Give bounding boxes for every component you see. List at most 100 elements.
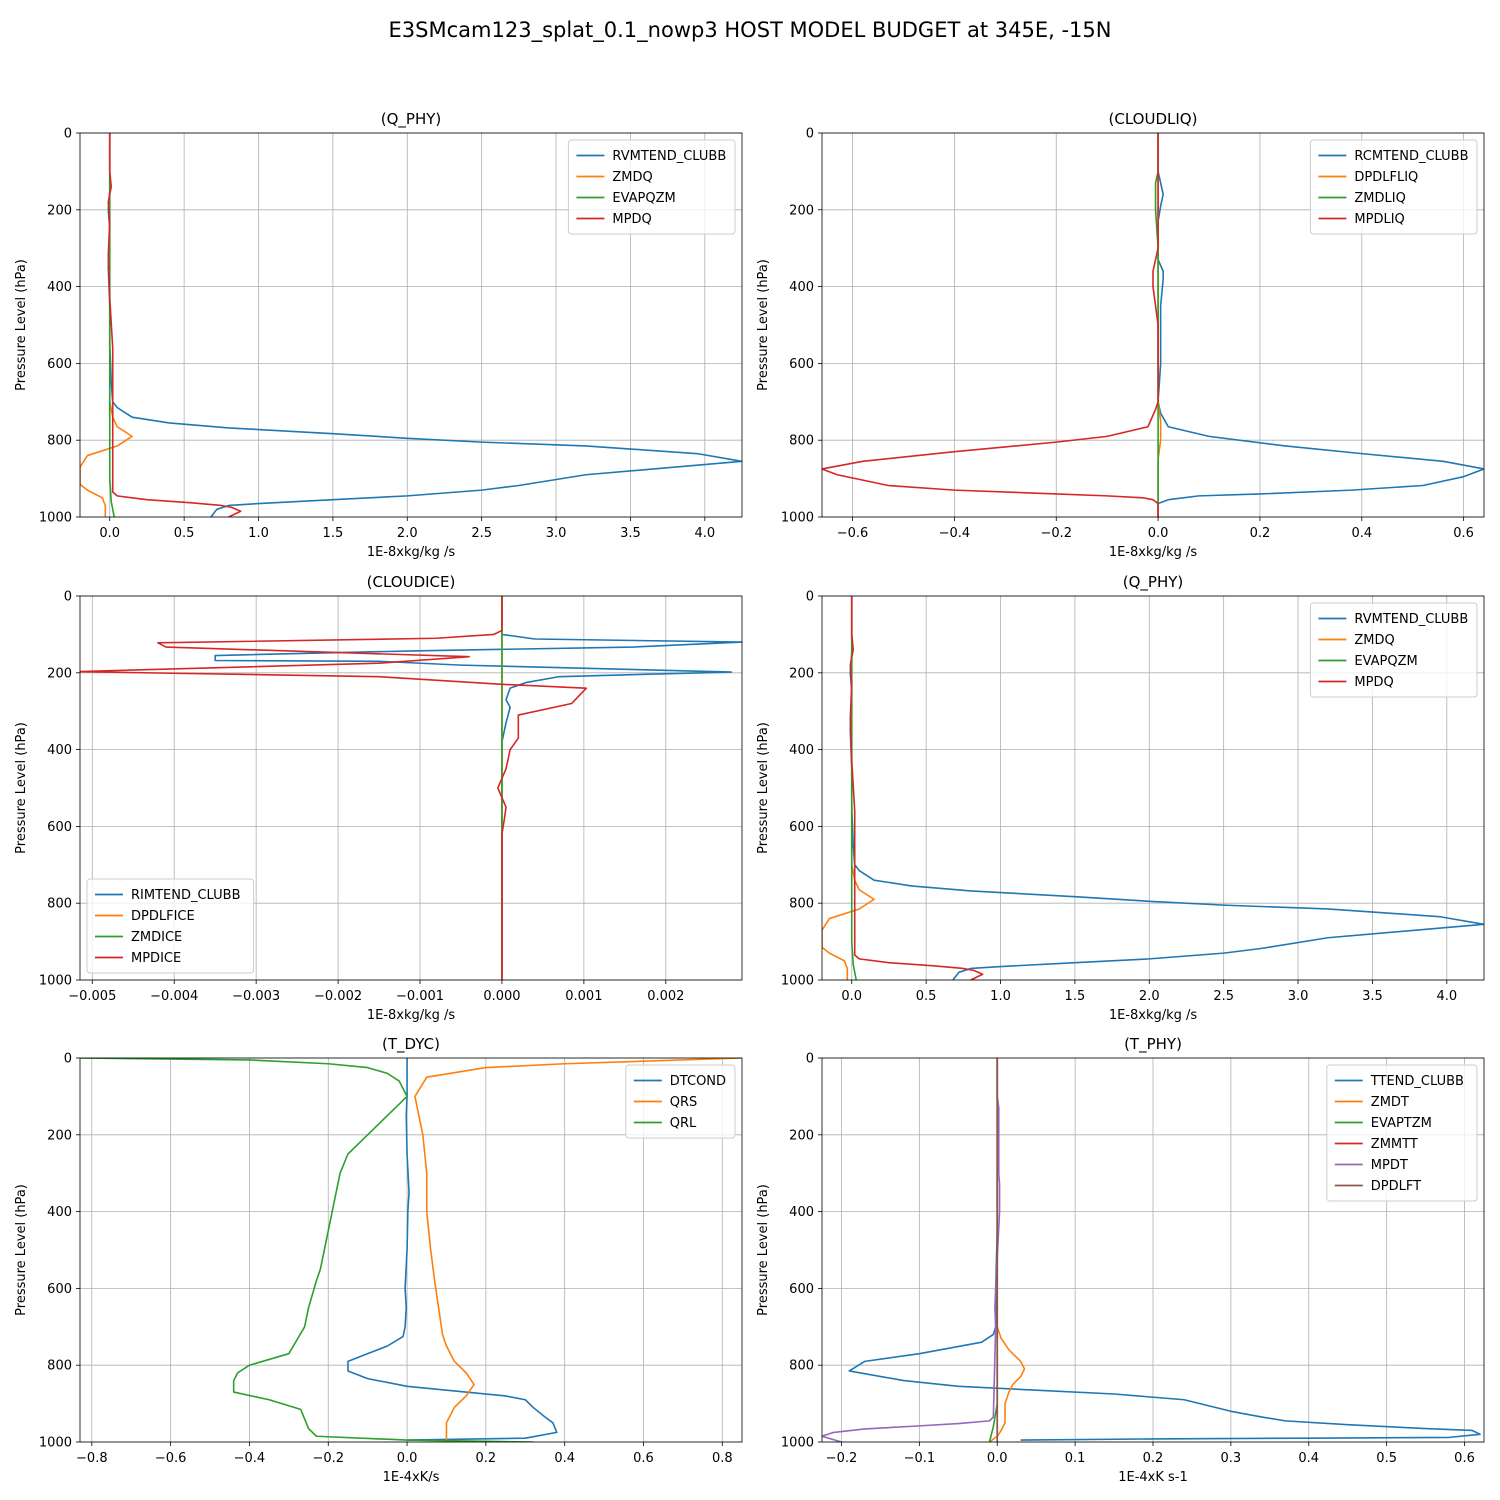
x-tick-label: −0.6: [837, 526, 869, 541]
legend-label: EVAPTZM: [1371, 1116, 1432, 1131]
legend-box: [567, 139, 736, 235]
y-tick-label: 0: [806, 127, 814, 142]
x-tick-label: 3.0: [1288, 989, 1309, 1004]
series-group: [822, 1058, 1481, 1442]
x-tick-label: 1.0: [990, 989, 1011, 1004]
x-tick-label: −0.2: [312, 1451, 344, 1466]
x-tick-label: 0.2: [1250, 526, 1271, 541]
series-line-mpdq: [107, 133, 242, 517]
y-axis-label: Pressure Level (hPa): [756, 1184, 771, 1316]
panel-title: (T_DYC): [382, 1035, 440, 1054]
panel-title: (Q_PHY): [381, 110, 442, 129]
x-tick-label: 1.5: [323, 526, 344, 541]
x-tick-label: 0.6: [1454, 1451, 1475, 1466]
x-tick-label: 1.5: [1065, 989, 1086, 1004]
x-axis-label: 1E-8xkg/kg /s: [367, 1008, 456, 1023]
y-tick-label: 800: [47, 897, 72, 912]
chart-panel-1: 0.0 0.5 1.0 1.5 2.0 2.5 3.0 3.5 4.0 0 200 400 600 800…: [14, 110, 743, 560]
y-tick-label: 600: [47, 1282, 72, 1297]
x-tick-label: −0.1: [904, 1451, 936, 1466]
legend: RCMTEND_CLUBB DPDLFLIQ ZMDLIQ MPDLIQ: [1309, 139, 1478, 235]
x-tick-label: 0.4: [1351, 526, 1372, 541]
y-tick-label: 200: [789, 666, 814, 681]
x-tick-label: 0.4: [554, 1451, 575, 1466]
legend-box: [625, 1064, 736, 1139]
y-tick-label: 1000: [39, 974, 72, 989]
y-tick-label: 400: [789, 280, 814, 295]
x-tick-label: −0.001: [396, 989, 444, 1004]
legend-label: DPDLFLIQ: [1354, 170, 1418, 185]
legend-box: [1309, 602, 1478, 698]
legend-label: QRS: [670, 1095, 698, 1110]
y-tick-label: 600: [789, 1282, 814, 1297]
x-tick-label: 3.5: [620, 526, 641, 541]
y-tick-label: 200: [47, 1128, 72, 1143]
series-line-qrl: [80, 1058, 534, 1442]
y-tick-label: 600: [47, 357, 72, 372]
legend-box: [1309, 139, 1478, 235]
series-line-mpdice: [80, 596, 588, 980]
legend-label: MPDQ: [612, 212, 651, 227]
chart-panel-2: −0.6 −0.4 −0.2 0.0 0.2 0.4 0.6 0 200 400 600 800 100…: [756, 110, 1485, 560]
x-axis-label: 1E-8xkg/kg /s: [1109, 545, 1198, 560]
panel-title: (Q_PHY): [1123, 573, 1184, 592]
x-tick-label: 2.0: [397, 526, 418, 541]
legend-label: MPDICE: [131, 951, 181, 966]
chart-panel-5: −0.8 −0.6 −0.4 −0.2 0.0 0.2 0.4 0.6 0.8 0 200 400 60…: [14, 1035, 743, 1485]
legend: DTCOND QRS QRL: [625, 1064, 736, 1139]
x-tick-label: −0.8: [76, 1451, 108, 1466]
y-axis-label: Pressure Level (hPa): [14, 722, 29, 854]
y-tick-label: 400: [789, 743, 814, 758]
x-axis-label: 1E-8xkg/kg /s: [1109, 1008, 1198, 1023]
x-tick-label: −0.004: [150, 989, 198, 1004]
y-tick-label: 800: [47, 1359, 72, 1374]
x-tick-label: 0.5: [174, 526, 195, 541]
legend-label: ZMDLIQ: [1354, 191, 1405, 206]
y-tick-label: 800: [789, 1359, 814, 1374]
legend-box: [86, 878, 255, 974]
legend: RIMTEND_CLUBB DPDLFICE ZMDICE MPDICE: [86, 878, 255, 974]
series-group: [822, 596, 1484, 980]
chart-panel-3: −0.005 −0.004 −0.003 −0.002 −0.001 0.000 0.001…: [14, 573, 743, 1023]
legend-label: DPDLFT: [1371, 1179, 1421, 1194]
plot-frame: [79, 595, 743, 981]
chart-panel-4: 0.0 0.5 1.0 1.5 2.0 2.5 3.0 3.5 4.0 0 200 400 600 800…: [756, 573, 1485, 1023]
x-tick-label: 0.8: [712, 1451, 733, 1466]
y-tick-label: 200: [47, 666, 72, 681]
x-tick-label: 0.1: [1065, 1451, 1086, 1466]
legend: TTEND_CLUBB ZMDT EVAPTZM ZMMTT MPDT DPDLFT: [1326, 1064, 1478, 1202]
plot-frame: [821, 595, 1485, 981]
y-tick-label: 400: [789, 1205, 814, 1220]
legend-label: MPDQ: [1354, 675, 1393, 690]
x-tick-label: −0.2: [1040, 526, 1072, 541]
y-tick-label: 1000: [39, 511, 72, 526]
legend: RVMTEND_CLUBB ZMDQ EVAPQZM MPDQ: [1309, 602, 1478, 698]
plot-frame: [79, 132, 743, 518]
x-tick-label: −0.4: [234, 1451, 266, 1466]
x-tick-label: −0.6: [155, 1451, 187, 1466]
y-tick-label: 400: [47, 1205, 72, 1220]
legend-label: RVMTEND_CLUBB: [612, 149, 726, 164]
series-line-mpdt: [822, 1058, 1001, 1442]
series-group: [80, 596, 742, 980]
legend: RVMTEND_CLUBB ZMDQ EVAPQZM MPDQ: [567, 139, 736, 235]
legend-label: ZMMTT: [1371, 1137, 1418, 1152]
legend-label: RVMTEND_CLUBB: [1354, 612, 1468, 627]
panel-title: (CLOUDICE): [367, 573, 456, 591]
y-tick-label: 1000: [781, 974, 814, 989]
x-tick-label: 0.6: [1453, 526, 1474, 541]
x-tick-label: 0.5: [916, 989, 937, 1004]
x-tick-label: 0.2: [1143, 1451, 1164, 1466]
series-line-evapqzm: [108, 133, 116, 517]
y-axis-label: Pressure Level (hPa): [756, 259, 771, 391]
y-tick-label: 800: [789, 897, 814, 912]
chart-panel-6: −0.2 −0.1 0.0 0.1 0.2 0.3 0.4 0.5 0.6 0 200 400 600 8…: [756, 1035, 1485, 1485]
y-tick-label: 0: [64, 590, 72, 605]
x-tick-label: 0.002: [647, 989, 684, 1004]
x-tick-label: −0.002: [314, 989, 362, 1004]
x-tick-label: 4.0: [1436, 989, 1457, 1004]
x-tick-label: 0.000: [483, 989, 520, 1004]
y-tick-label: 600: [789, 820, 814, 835]
y-tick-label: 0: [64, 1052, 72, 1067]
series-line-mpdliq: [822, 133, 1159, 517]
